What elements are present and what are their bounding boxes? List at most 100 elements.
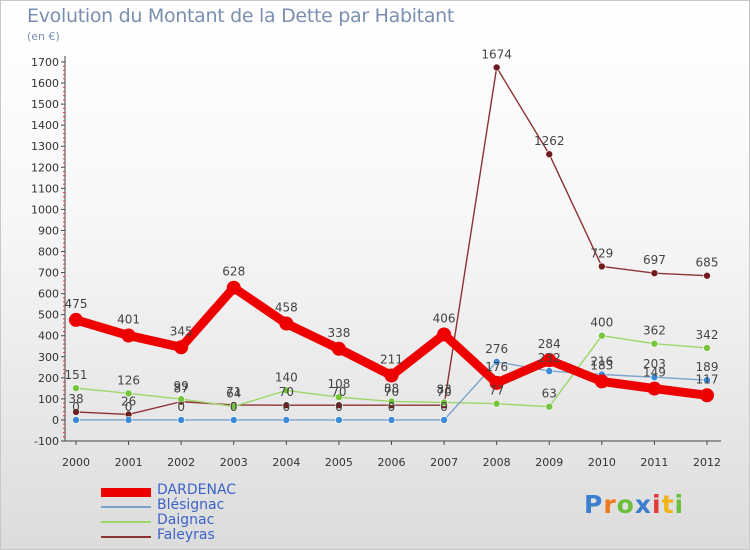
data-label: 77 [489,384,504,398]
data-label: 108 [327,377,350,391]
data-label: 406 [433,311,456,325]
data-point [282,401,291,410]
y-tick-label: 900 [38,224,59,237]
x-tick-label: 2003 [220,456,248,469]
data-point [335,401,343,410]
logo-letter: t [661,490,675,519]
data-label: 685 [696,256,719,270]
y-tick-label: 1200 [31,161,59,174]
data-point [489,375,504,390]
data-point [387,397,396,406]
y-tick-label: 700 [38,267,59,280]
data-label: 203 [643,357,666,371]
y-tick-label: 200 [38,372,59,385]
legend-label: DARDENAC [157,482,237,498]
data-label: 70 [436,385,451,399]
data-point [594,374,609,389]
data-label: 0 [230,400,238,414]
data-label: 70 [279,385,294,399]
x-tick-label: 2010 [588,456,616,469]
data-label: 71 [226,385,241,399]
line-chart: -100010020030040050060070080090010001100… [31,47,721,469]
y-tick-label: 1600 [31,77,59,90]
y-tick-label: 300 [38,351,59,364]
data-label: 475 [65,297,88,311]
y-tick-label: 100 [38,393,59,406]
logo-letter: i [674,490,685,519]
data-point [542,353,557,368]
data-point [650,269,659,277]
x-tick-label: 2009 [535,456,563,469]
data-point [282,416,291,424]
data-point [279,316,294,331]
y-tick-label: 1300 [31,140,59,153]
data-point [226,280,241,295]
y-tick-label: 1400 [31,119,59,132]
data-label: 284 [538,337,561,351]
logo-letter: P [584,490,604,519]
data-label: 26 [121,394,136,408]
y-tick-label: 800 [38,246,59,259]
data-label: 342 [696,328,719,342]
data-point [229,416,238,424]
data-label: 88 [384,381,399,395]
data-label: 87 [174,382,189,396]
data-point [282,386,291,395]
data-label: 99 [174,379,189,393]
data-label: 211 [380,353,403,367]
logo-letter: r [603,490,617,519]
y-tick-label: 0 [52,414,59,427]
data-point [229,402,238,411]
data-point [335,393,343,402]
data-point [335,416,343,424]
y-tick-label: 1000 [31,203,59,216]
data-point [124,389,133,398]
logo-letter: o [616,490,635,519]
x-tick-label: 2011 [640,456,668,469]
data-label: 0 [283,400,291,414]
data-point [72,416,80,424]
y-tick-label: 1500 [31,98,59,111]
legend-label: Blésignac [157,497,225,513]
data-point [647,381,662,396]
data-point [72,408,80,416]
legend-swatch [101,536,151,538]
data-label: 338 [327,326,350,340]
data-point [492,399,501,408]
legend-swatch [101,521,151,523]
data-label: 0 [177,400,185,414]
y-tick-label: -100 [34,435,59,448]
data-label: 0 [72,400,80,414]
data-label: 83 [436,382,451,396]
x-tick-label: 2012 [693,456,721,469]
data-label: 729 [590,246,613,260]
data-point [545,367,554,375]
legend-label: Daignac [157,512,215,528]
data-point [598,262,606,271]
data-label: 0 [388,400,396,414]
data-label: 362 [643,324,666,338]
data-label: 0 [125,400,133,414]
data-label: 697 [643,253,666,267]
logo-letter: i [652,490,662,519]
data-label: 400 [590,316,613,330]
data-label: 151 [65,368,88,382]
data-label: 276 [485,342,508,356]
data-label: 0 [440,400,448,414]
x-tick-label: 2008 [483,456,511,469]
data-label: 458 [275,301,298,315]
data-point [72,384,80,392]
data-label: 345 [170,324,193,338]
x-tick-label: 2005 [325,456,353,469]
data-label: 0 [335,400,343,414]
x-tick-label: 2002 [167,456,195,469]
proxiti-logo: Proxiti [584,490,684,519]
data-label: 183 [590,358,613,372]
legend-label: Faleyras [157,527,215,543]
legend-swatch [101,506,151,508]
data-point [440,416,448,424]
data-point [703,344,711,352]
data-label: 140 [275,370,298,384]
data-label: 401 [117,313,140,327]
